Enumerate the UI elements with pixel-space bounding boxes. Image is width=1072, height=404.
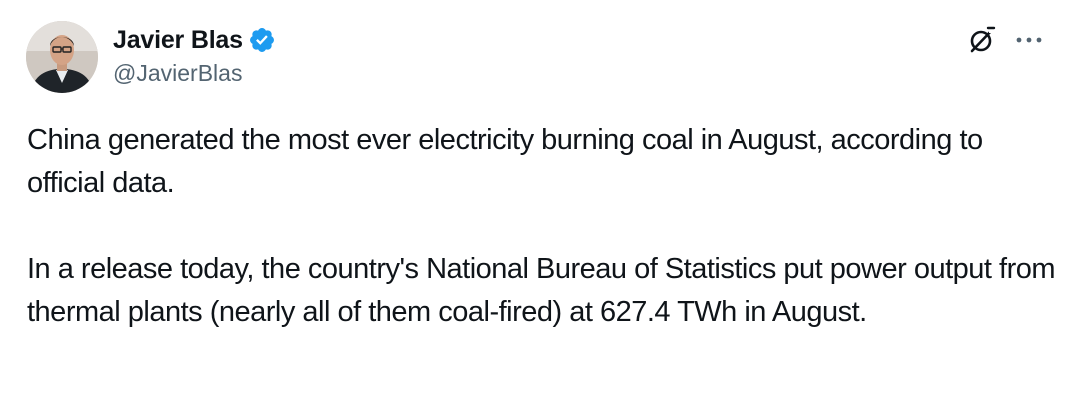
tweet-paragraph: In a release today, the country's Nation…	[27, 253, 1056, 328]
tweet-text: China generated the most ever electricit…	[27, 119, 1057, 334]
author-name-row[interactable]: Javier Blas	[113, 24, 276, 56]
avatar[interactable]	[26, 21, 98, 93]
more-options-icon[interactable]	[1014, 26, 1044, 54]
verified-badge-icon	[249, 28, 274, 52]
tweet-paragraph: China generated the most ever electricit…	[27, 124, 983, 199]
avatar-portrait-icon	[26, 21, 98, 93]
author-handle[interactable]: @JavierBlas	[113, 60, 243, 86]
grok-icon[interactable]	[966, 24, 998, 56]
author-display-name[interactable]: Javier Blas	[113, 25, 243, 54]
